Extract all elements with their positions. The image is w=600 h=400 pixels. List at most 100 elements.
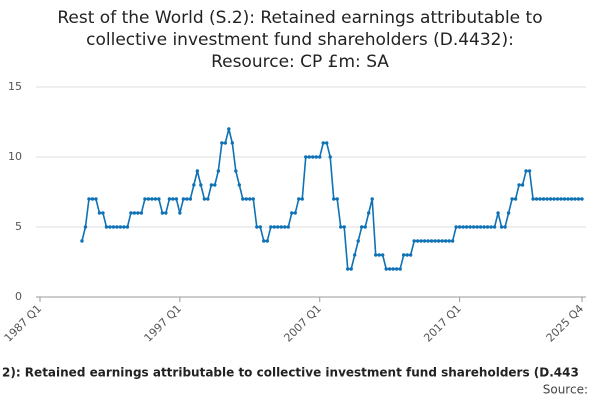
- point: [370, 197, 374, 201]
- point: [573, 197, 577, 201]
- point: [580, 197, 584, 201]
- point: [412, 239, 416, 243]
- point: [139, 211, 144, 215]
- point: [164, 211, 168, 215]
- point: [426, 239, 430, 243]
- point: [297, 197, 301, 201]
- point: [118, 225, 123, 229]
- point: [174, 197, 179, 201]
- point: [548, 197, 553, 201]
- x-tick-label: 2017 Q1: [421, 302, 464, 345]
- point: [471, 225, 476, 229]
- y-tick-label: 15: [8, 80, 22, 93]
- point: [559, 197, 563, 201]
- point: [394, 267, 399, 271]
- point: [202, 197, 207, 201]
- point: [293, 211, 297, 215]
- point: [387, 267, 392, 271]
- point: [290, 211, 294, 215]
- x-tick-label: 2025 Q4: [544, 302, 587, 345]
- point: [136, 211, 140, 215]
- point: [314, 155, 318, 159]
- chart-title: Rest of the World (S.2): Retained earnin…: [57, 8, 542, 28]
- point: [167, 197, 172, 201]
- point: [534, 197, 539, 201]
- point: [464, 225, 469, 229]
- point: [373, 253, 378, 257]
- point: [241, 197, 245, 201]
- point: [171, 197, 175, 201]
- point: [87, 197, 91, 201]
- chart-title: collective investment fund shareholders …: [86, 30, 514, 50]
- point: [562, 197, 567, 201]
- point: [248, 197, 252, 201]
- point: [566, 197, 570, 201]
- point: [360, 225, 364, 229]
- point: [129, 211, 133, 215]
- point: [101, 211, 105, 215]
- point: [569, 197, 574, 201]
- point: [356, 239, 360, 243]
- point: [380, 253, 385, 257]
- point: [506, 211, 511, 215]
- point: [443, 239, 448, 243]
- point: [349, 267, 353, 271]
- point: [555, 197, 560, 201]
- point: [153, 197, 158, 201]
- point: [195, 169, 200, 173]
- point: [440, 239, 444, 243]
- point: [478, 225, 483, 229]
- point: [531, 197, 535, 201]
- point: [279, 225, 283, 229]
- point: [115, 225, 119, 229]
- x-tick-label: 1997 Q1: [142, 302, 185, 345]
- point: [321, 141, 325, 145]
- point: [332, 197, 336, 201]
- point: [178, 211, 182, 215]
- point: [366, 211, 371, 215]
- x-tick-label: 2007 Q1: [281, 302, 324, 345]
- point: [429, 239, 434, 243]
- point: [108, 225, 112, 229]
- point: [419, 239, 423, 243]
- point: [258, 225, 262, 229]
- y-tick-label: 10: [8, 150, 22, 163]
- point: [342, 225, 346, 229]
- point: [335, 197, 339, 201]
- point: [237, 183, 242, 187]
- point: [160, 211, 165, 215]
- point: [143, 197, 147, 201]
- point: [541, 197, 546, 201]
- point: [485, 225, 490, 229]
- point: [377, 253, 381, 257]
- point: [496, 211, 500, 215]
- point: [188, 197, 193, 201]
- point: [524, 169, 528, 173]
- point: [304, 155, 308, 159]
- point: [527, 169, 532, 173]
- point: [513, 197, 518, 201]
- point: [552, 197, 556, 201]
- point: [209, 183, 214, 187]
- point: [311, 155, 315, 159]
- point: [199, 183, 203, 187]
- point: [307, 155, 311, 159]
- point: [450, 239, 455, 243]
- point: [353, 253, 357, 257]
- y-tick-label: 5: [15, 220, 22, 233]
- point: [503, 225, 507, 229]
- x-tick-label: 1987 Q1: [2, 302, 45, 345]
- point: [206, 197, 210, 201]
- point: [90, 197, 95, 201]
- point: [325, 141, 329, 145]
- legend-label: 2): Retained earnings attributable to co…: [2, 366, 579, 380]
- point: [401, 253, 406, 257]
- point: [83, 225, 88, 229]
- point: [227, 127, 231, 131]
- point: [405, 253, 409, 257]
- point: [111, 225, 116, 229]
- point: [346, 267, 350, 271]
- point: [220, 141, 224, 145]
- source: Source:: [543, 383, 588, 397]
